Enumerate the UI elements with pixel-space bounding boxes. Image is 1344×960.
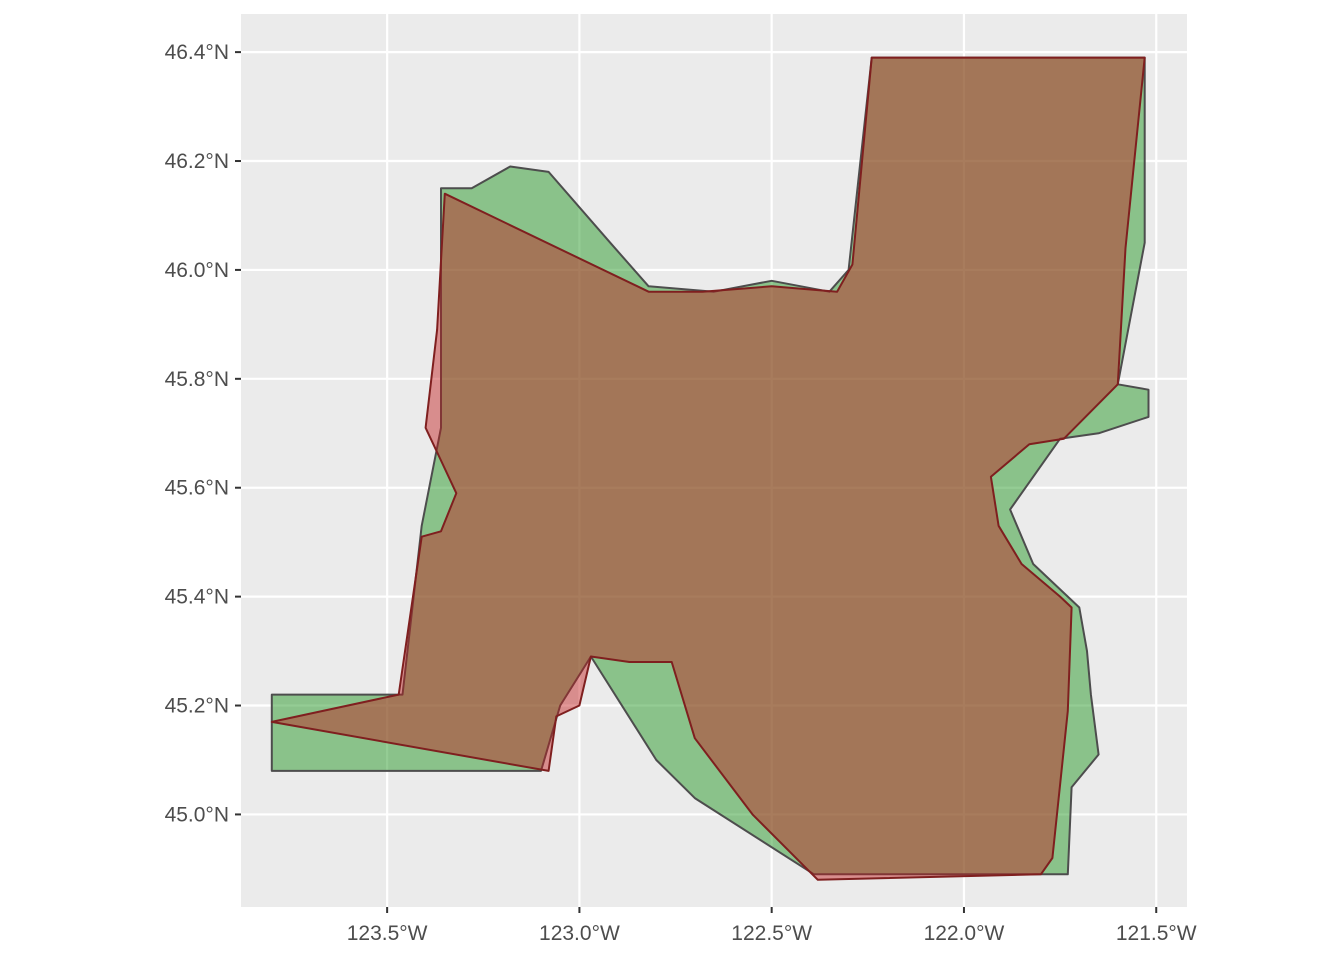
y-tick-label: 45.4°N [165, 586, 229, 609]
x-tick-label: 122.0°W [924, 922, 1005, 945]
y-tick-label: 46.2°N [165, 150, 229, 173]
x-tick-label: 122.5°W [731, 922, 812, 945]
y-tick-label: 45.6°N [165, 477, 229, 500]
red-layer-polygon [270, 56, 1146, 881]
y-tick-label: 46.4°N [165, 41, 229, 64]
x-tick-label: 121.5°W [1116, 922, 1197, 945]
y-tick-label: 45.2°N [165, 695, 229, 718]
green-layer-polygon [270, 56, 1150, 876]
map-shapes [270, 56, 1150, 881]
red-layer [270, 56, 1146, 881]
y-tick-label: 45.0°N [165, 803, 229, 826]
axis-ticks: 123.5°W 123.0°W 122.5°W 122.0°W 121.5°W 45.0°… [165, 41, 1197, 945]
x-tick-label: 123.5°W [347, 922, 428, 945]
y-tick-label: 46.0°N [165, 259, 229, 282]
green-layer [270, 56, 1150, 876]
y-tick-label: 45.8°N [165, 368, 229, 391]
x-tick-label: 123.0°W [539, 922, 620, 945]
